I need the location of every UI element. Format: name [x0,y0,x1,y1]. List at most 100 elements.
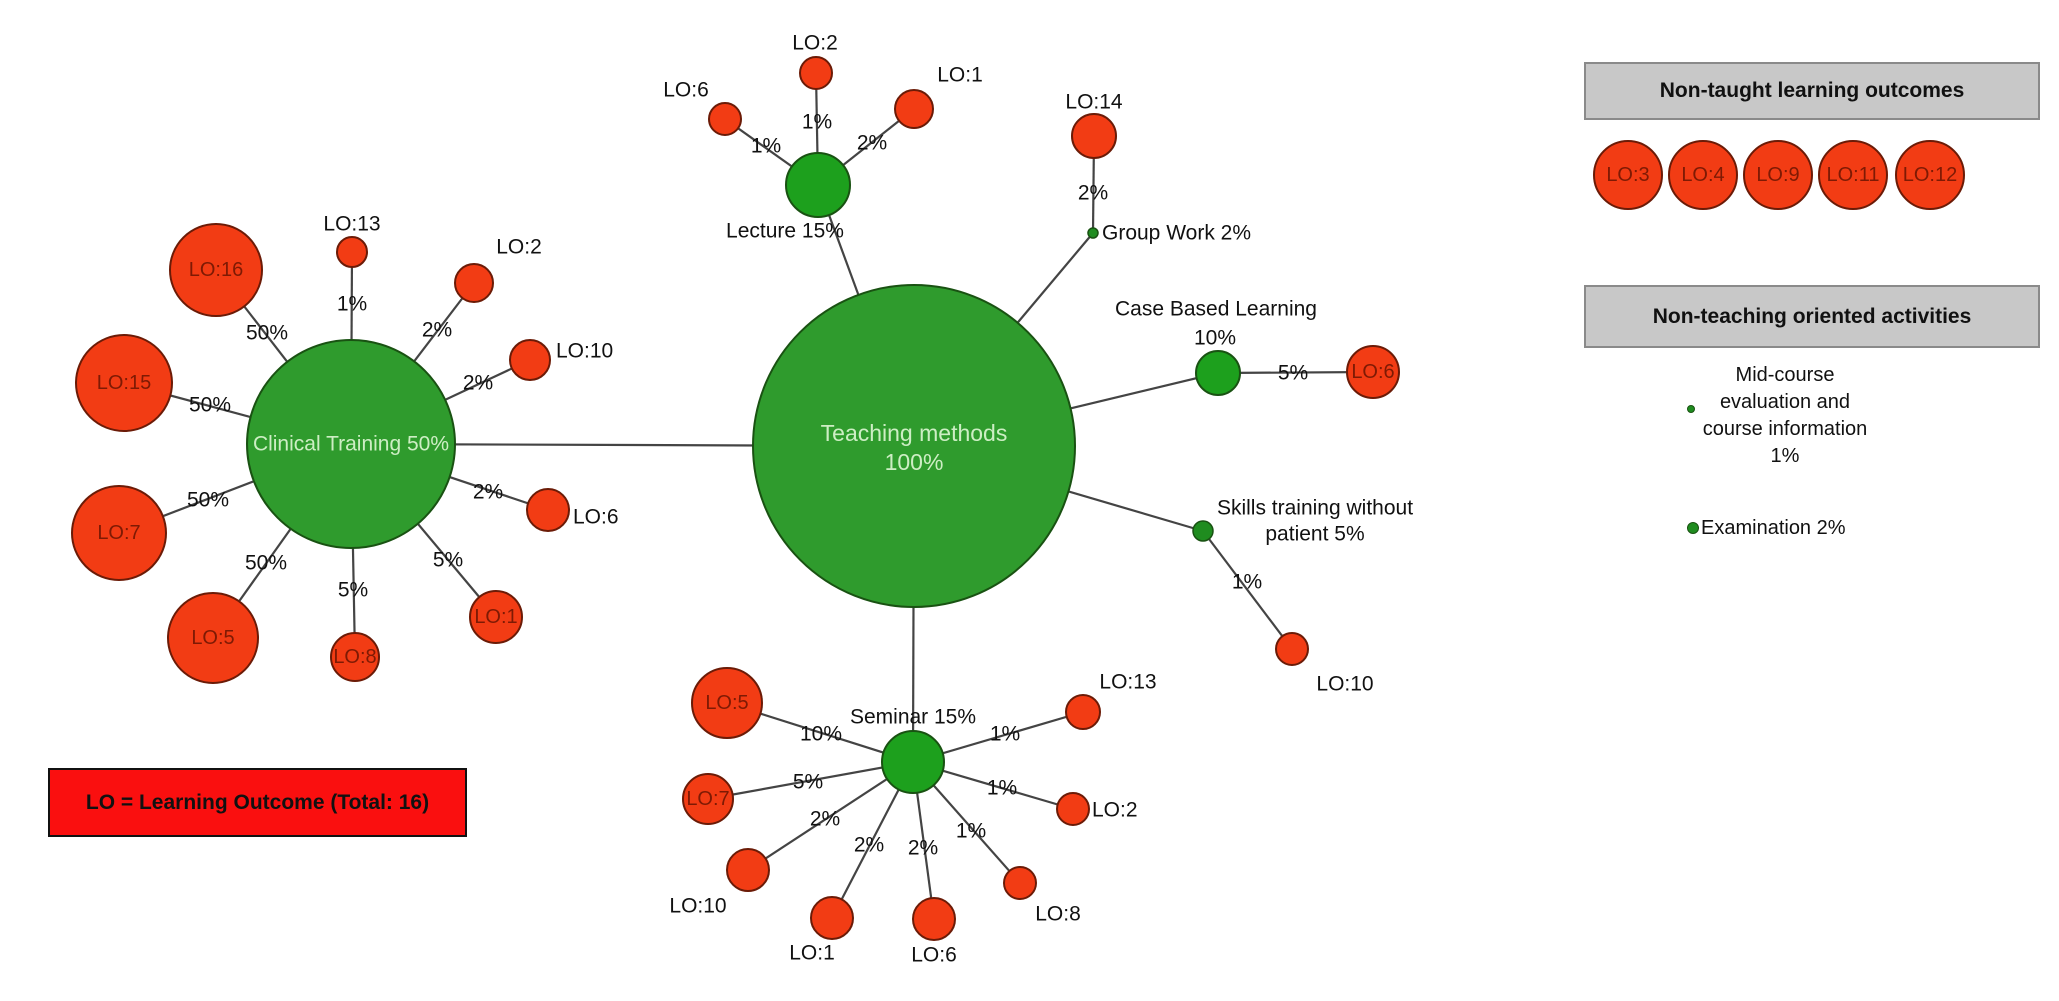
node-label-ct-lo16: LO:16 [189,259,243,281]
node-ct-lo16 [169,223,263,317]
ct-lo10-label: LO:10 [556,340,613,363]
ct-lo2-label: LO:2 [496,236,542,259]
non-taught-circle-lo9: LO:9 [1743,140,1813,210]
non-taught-header: Non-taught learning outcomes [1584,62,2040,120]
node-sk-lo10 [1275,632,1309,666]
edge-seminar--se-lo7 [707,760,914,801]
legend-text: LO = Learning Outcome (Total: 16) [85,790,430,814]
edge-label-seminar--se-lo7: 5% [793,771,823,794]
edge-label-clinical-training--ct-lo2: 2% [422,319,452,342]
edge-skills-training--sk-lo10 [1202,530,1293,650]
se-lo13-label: LO:13 [1099,671,1156,694]
group-work-label: Group Work 2% [1102,222,1251,245]
node-label-ct-lo8: LO:8 [333,646,376,668]
edge-label-seminar--se-lo2: 1% [987,777,1017,800]
mid-course-evaluation-dot [1687,405,1695,413]
node-label-ct-lo15: LO:15 [97,372,151,394]
node-case-based-learning [1195,350,1241,396]
edge-label-lecture--le-lo6: 1% [751,135,781,158]
node-se-lo5 [691,667,763,739]
node-ct-lo6 [526,488,570,532]
edge-label-lecture--le-lo1: 2% [857,132,887,155]
node-lecture [785,152,851,218]
lecture-label: Lecture 15% [726,220,844,243]
node-label-se-lo5: LO:5 [705,692,748,714]
edge-label-seminar--se-lo10: 2% [810,808,840,831]
node-le-lo6 [708,102,742,136]
node-se-lo6 [912,897,956,941]
node-teaching-methods [752,284,1076,608]
node-se-lo13 [1065,694,1101,730]
se-lo8-label: LO:8 [1035,903,1081,926]
node-label-ct-lo5: LO:5 [191,627,234,649]
cbl-label-2: 10% [1194,327,1236,350]
node-ct-lo1 [469,590,523,644]
edge-label-clinical-training--ct-lo16: 50% [246,322,288,345]
edge-label-seminar--se-lo8: 1% [956,820,986,843]
node-se-lo7 [682,773,734,825]
node-label-teaching-methods-1: 100% [885,449,944,475]
non-teaching-header: Non-teaching oriented activities [1584,285,2040,348]
node-ct-lo8 [330,632,380,682]
seminar-label: Seminar 15% [850,706,976,729]
node-label-ct-lo1: LO:1 [474,606,517,628]
node-le-lo1 [894,89,934,129]
skills-label-2: patient 5% [1265,523,1364,546]
se-lo2-label: LO:2 [1092,799,1138,822]
node-label-cbl-lo6: LO:6 [1351,361,1394,383]
node-se-lo10 [726,848,770,892]
mid-course-evaluation-text: Mid-course evaluation and course informati… [1702,364,1868,467]
non-teaching-title: Non-teaching oriented activities [1652,304,1972,328]
node-se-lo1 [810,896,854,940]
node-cbl-lo6 [1346,345,1400,399]
non-taught-circle-lo11: LO:11 [1818,140,1888,210]
se-lo1-label: LO:1 [789,942,835,965]
edge-label-seminar--se-lo6: 2% [908,837,938,860]
non-taught-circle-lo3: LO:3 [1593,140,1663,210]
node-label-teaching-methods-0: Teaching methods [821,420,1008,446]
node-ct-lo2 [454,263,494,303]
ct-lo6-label: LO:6 [573,506,619,529]
edge-label-clinical-training--ct-lo1: 5% [433,549,463,572]
le-lo2-label: LO:2 [792,32,838,55]
node-ct-lo7 [71,485,167,581]
node-ct-lo5 [167,592,259,684]
node-ct-lo10 [509,339,551,381]
le-lo6-label: LO:6 [663,79,709,102]
examination-text: Examination 2% [1701,517,1846,539]
legend-box: LO = Learning Outcome (Total: 16) [48,768,467,837]
skills-label-1: Skills training without [1217,497,1413,520]
node-label-ct-lo7: LO:7 [97,522,140,544]
node-se-lo2 [1056,792,1090,826]
edge-label-clinical-training--ct-lo6: 2% [473,481,503,504]
node-clinical-training [246,339,456,549]
le-lo1-label: LO:1 [937,64,983,87]
node-ct-lo13 [336,236,368,268]
non-taught-circle-lo4: LO:4 [1668,140,1738,210]
se-lo10-label: LO:10 [669,895,726,918]
ct-lo13-label: LO:13 [323,213,380,236]
non-taught-circle-lo12: LO:12 [1895,140,1965,210]
node-gw-lo14 [1071,113,1117,159]
edge-label-seminar--se-lo1: 2% [854,834,884,857]
se-lo6-label: LO:6 [911,944,957,967]
gw-lo14-label: LO:14 [1065,91,1123,114]
edge-label-clinical-training--ct-lo7: 50% [187,489,229,512]
edge-label-case-based-learning--cbl-lo6: 5% [1278,362,1308,385]
edge-label-clinical-training--ct-lo5: 50% [245,552,287,575]
cbl-label-1: Case Based Learning [1115,298,1317,321]
edge-label-lecture--le-lo2: 1% [802,111,832,134]
edge-seminar--se-lo10 [747,761,914,871]
edge-label-clinical-training--ct-lo15: 50% [189,394,231,417]
node-group-work [1087,227,1099,239]
edge-label-clinical-training--ct-lo13: 1% [337,293,367,316]
examination-dot [1687,522,1699,534]
edge-label-seminar--se-lo5: 10% [800,723,842,746]
node-label-clinical-training: Clinical Training 50% [253,433,449,456]
edge-label-group-work--gw-lo14: 2% [1078,182,1108,205]
edge-label-clinical-training--ct-lo8: 5% [338,579,368,602]
node-se-lo8 [1003,866,1037,900]
non-taught-title: Non-taught learning outcomes [1659,79,1965,102]
